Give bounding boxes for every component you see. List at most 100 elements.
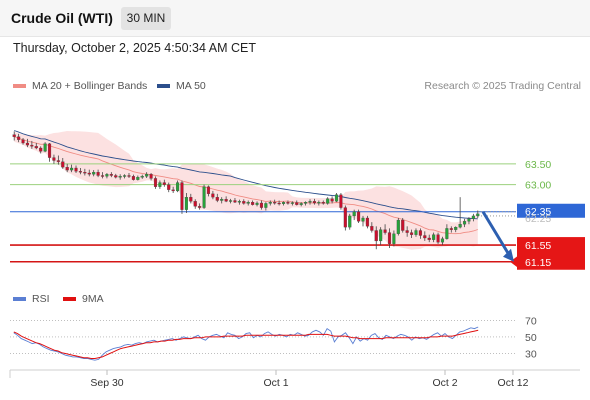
candle [12,131,16,141]
candle-body [224,199,228,202]
candle [374,226,378,250]
candle-body [281,202,286,204]
candle-body [286,202,290,204]
candle [467,217,471,225]
candle-body [21,139,25,144]
candle-body [78,171,82,173]
candle [458,197,462,229]
candle-body [153,178,158,187]
candle [423,231,427,241]
candle [454,226,458,233]
candle-body [193,201,197,207]
candle [268,200,272,206]
candle [321,200,325,205]
candle [312,198,316,205]
candle-body [392,233,396,244]
current-price-ghost: 62.25 [525,213,551,225]
time-tick-label-2: Oct 2 [432,377,457,389]
candle [198,203,202,210]
candle-body [96,172,100,176]
candle [365,215,369,229]
candle [449,226,453,233]
candle-body [118,176,122,178]
source-credit: Research © 2025 Trading Central [424,80,581,92]
candle-body [410,232,414,235]
candle [176,180,180,193]
chart-header: Crude Oil (WTI) 30 MIN [0,0,590,37]
candle-body [100,175,105,177]
candle [109,172,113,178]
candle [153,176,158,189]
candle [118,174,122,180]
candle [317,200,321,206]
ma50-line [14,130,478,220]
candle-body [268,202,272,204]
candle [202,184,206,209]
candle [427,234,431,243]
instrument-title: Crude Oil (WTI) [11,10,113,26]
interval-button[interactable]: 30 MIN [121,7,171,30]
candle-body [427,237,431,240]
candle-body [127,175,131,177]
candle-body [162,182,166,185]
candle [281,201,286,206]
candle-body [326,198,330,204]
candle [87,169,91,177]
candle [127,173,131,178]
support-box [517,237,585,270]
candle [471,213,475,222]
candle-body [47,143,52,158]
candle-body [61,161,65,168]
candle-body [365,217,369,227]
candle-body [17,136,21,140]
candle-body [211,193,215,198]
candle [167,182,171,193]
candle [220,197,224,204]
candle [392,230,396,247]
candle-body [357,211,361,222]
candle [25,138,30,148]
candle-body [34,146,38,149]
candle [211,190,215,200]
candle-body [432,234,436,240]
candle [379,227,383,246]
candle [405,226,409,237]
candle-body [352,211,356,217]
candle-body [74,167,78,172]
candle-body [330,198,334,202]
candle-body [43,143,47,152]
current-price-label: 62.35 [525,206,551,218]
candle [246,200,250,206]
ma20-swatch-icon [13,84,26,88]
candle [370,222,374,233]
candle-body [255,202,259,205]
candle-body [158,182,162,187]
candle-body [361,217,365,222]
candle [100,172,105,179]
candle-body [109,174,113,176]
candle-body [131,176,135,180]
candle [56,155,60,165]
candle-body [180,182,184,210]
candle-body [202,186,206,208]
legend-ma20-label: MA 20 + Bollinger Bands [32,80,148,92]
level-label-63.00: 63.00 [525,180,551,192]
candle-body [334,194,339,202]
candle [65,163,69,173]
rsi-axis-label-30: 30 [525,349,537,361]
rsi-swatch-icon [13,297,26,301]
candle [462,218,467,228]
rsi-ma-line [13,329,479,359]
candle [255,201,259,207]
candle [39,146,43,154]
candle [273,199,277,205]
candle-body [379,229,383,242]
candle-body [184,197,188,210]
ma50-swatch-icon [157,84,170,88]
legend-rsi: RSI [13,293,50,305]
candle [343,205,347,231]
candle-body [414,230,418,235]
candle [259,200,264,210]
candle-body [299,203,303,205]
